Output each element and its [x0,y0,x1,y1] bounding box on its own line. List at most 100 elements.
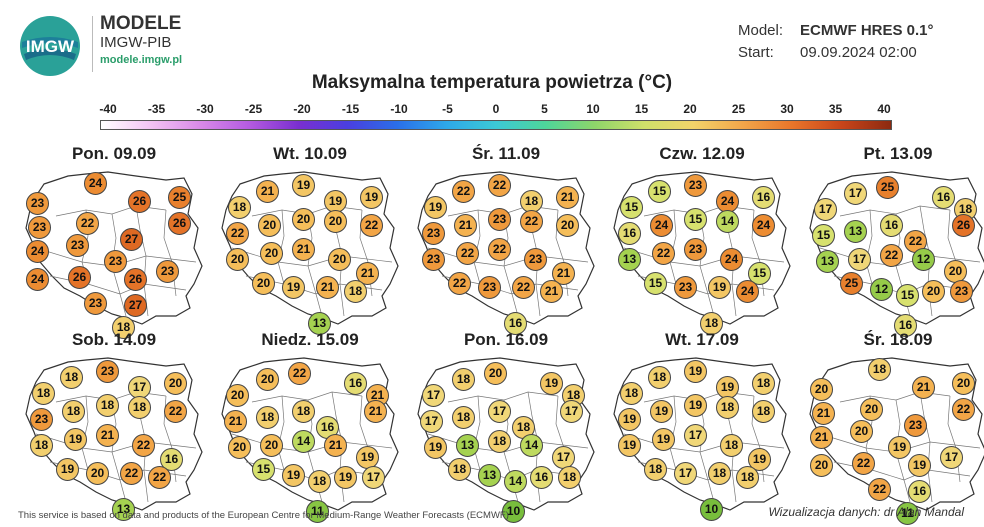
temperature-marker: 12 [870,278,893,301]
temperature-marker: 24 [716,190,739,213]
temperature-marker: 21 [552,262,575,285]
temperature-marker: 22 [120,462,143,485]
temperature-marker: 16 [160,448,183,471]
temperature-marker: 10 [502,500,525,523]
temperature-marker: 22 [488,238,511,261]
voivodeship-border [111,399,127,503]
color-scale-labels: -40 -35 -30 -25 -20 -15 -10 -5 0 5 10 15 20 25 30 35 40 [0,102,984,118]
temperature-marker: 19 [618,408,641,431]
temperature-marker: 15 [648,180,671,203]
temperature-marker: 18 [512,416,535,439]
temperature-marker: 19 [748,448,771,471]
map-title: Maksymalna temperatura powietrza (°C) [311,72,673,93]
temperature-marker: 15 [812,224,835,247]
temperature-marker: 18 [112,316,135,339]
forecast-panel: Śr. 11.09 19 22 22 18 21 23 21 23 22 20 23 22 22 23 21 2… [408,144,604,335]
scale-tick-label: -10 [390,102,408,116]
temperature-marker: 18 [620,382,643,405]
temperature-marker: 21 [224,410,247,433]
temperature-marker: 21 [540,280,563,303]
voivodeship-border [839,391,951,403]
temperature-marker: 25 [168,186,191,209]
temperature-marker: 18 [96,394,119,417]
temperature-marker: 22 [520,210,543,233]
temperature-marker: 18 [344,280,367,303]
scale-tick-label: 35 [828,102,843,116]
temperature-marker: 23 [488,208,511,231]
temperature-marker: 17 [560,400,583,423]
scale-tick-label: -25 [244,102,263,116]
scale-tick-label: -20 [293,102,311,116]
temperature-marker: 20 [850,420,873,443]
scale-tick-label: -40 [99,102,117,116]
temperature-marker: 23 [904,414,927,437]
brand-url[interactable]: modele.imgw.pl [100,54,183,66]
temperature-marker: 20 [810,454,833,477]
temperature-marker: 23 [524,248,547,271]
temperature-marker: 23 [478,276,501,299]
temperature-marker: 23 [96,360,119,383]
temperature-marker: 19 [56,458,79,481]
temperature-marker: 18 [736,466,759,489]
temperature-marker: 22 [164,400,187,423]
temperature-marker: 20 [260,434,283,457]
temperature-marker: 23 [30,408,53,431]
temperature-marker: 21 [256,180,279,203]
temperature-marker: 22 [226,222,249,245]
temperature-marker: 18 [700,312,723,335]
temperature-marker: 20 [226,248,249,271]
brand-subtitle: IMGW-PIB [100,34,172,51]
temperature-marker: 20 [292,208,315,231]
scale-tick-label: 15 [634,102,649,116]
panel-date: Śr. 11.09 [471,144,541,163]
temperature-marker: 21 [556,186,579,209]
temperature-marker: 17 [422,384,445,407]
temperature-marker: 17 [940,446,963,469]
temperature-marker: 24 [26,240,49,263]
temperature-marker: 23 [422,248,445,271]
temperature-marker: 23 [950,280,973,303]
voivodeship-border [865,209,873,285]
temperature-marker: 18 [128,396,151,419]
temperature-marker: 23 [104,250,127,273]
temperature-marker: 20 [556,214,579,237]
temperature-marker: 21 [810,426,833,449]
model-label: Model: [738,22,784,39]
temperature-marker: 13 [456,434,479,457]
temperature-marker: 21 [96,424,119,447]
temperature-marker: 19 [282,276,305,299]
temperature-marker: 21 [454,214,477,237]
temperature-marker: 18 [708,462,731,485]
scale-tick-label: 30 [780,102,794,116]
temperature-marker: 21 [812,402,835,425]
panel-date: Sob. 14.09 [71,330,157,349]
logo-text: IMGW [26,37,75,56]
temperature-marker: 20 [810,378,833,401]
temperature-marker: 20 [86,462,109,485]
temperature-marker: 27 [124,294,147,317]
temperature-marker: 15 [748,262,771,285]
color-scale-bar [100,120,892,130]
scale-tick-label: -35 [147,102,166,116]
temperature-marker: 19 [684,394,707,417]
temperature-marker: 17 [128,376,151,399]
temperature-marker: 19 [540,372,563,395]
temperature-marker: 13 [844,220,867,243]
temperature-marker: 13 [308,312,331,335]
temperature-marker: 13 [618,248,641,271]
temperature-marker: 23 [674,276,697,299]
temperature-marker: 15 [896,284,919,307]
temperature-marker: 26 [952,214,975,237]
temperature-marker: 19 [888,436,911,459]
temperature-marker: 17 [844,182,867,205]
panel-date: Niedz. 15.09 [261,330,359,349]
temperature-marker: 22 [76,212,99,235]
start-label: Start: [738,44,774,61]
temperature-marker: 17 [362,466,385,489]
temperature-marker: 26 [68,266,91,289]
forecast-panel: Wt. 10.09 18 21 19 19 19 22 20 20 20 22 20 20 21 20 21 2… [212,144,408,335]
forecast-panel: Pon. 09.09 23 24 26 25 23 22 26 24 23 27 24 23 26 26 23… [16,144,212,339]
temperature-marker: 22 [880,244,903,267]
model-info: Model: ECMWF HRES 0.1° Start: 09.09.2024 0… [738,20,934,64]
temperature-marker: 22 [952,398,975,421]
